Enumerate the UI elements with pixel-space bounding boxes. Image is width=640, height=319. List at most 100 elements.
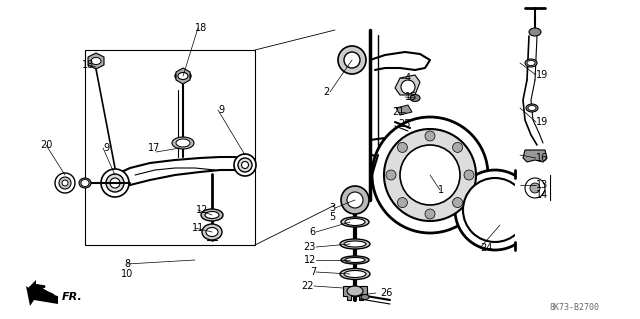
Text: 10: 10	[121, 269, 133, 279]
Ellipse shape	[176, 139, 190, 147]
Circle shape	[400, 145, 460, 205]
Circle shape	[384, 129, 476, 221]
Polygon shape	[523, 150, 547, 162]
Polygon shape	[36, 286, 54, 302]
Circle shape	[464, 170, 474, 180]
Ellipse shape	[345, 257, 365, 263]
Ellipse shape	[345, 219, 365, 226]
Polygon shape	[26, 286, 58, 306]
FancyArrowPatch shape	[36, 286, 52, 296]
Ellipse shape	[110, 178, 120, 188]
Ellipse shape	[241, 161, 248, 168]
Text: 15: 15	[405, 92, 417, 102]
Circle shape	[452, 142, 463, 152]
Circle shape	[452, 197, 463, 208]
Text: 25: 25	[398, 119, 410, 129]
Circle shape	[530, 183, 540, 193]
Ellipse shape	[91, 57, 101, 64]
Circle shape	[401, 80, 415, 94]
Circle shape	[425, 131, 435, 141]
Text: 17: 17	[148, 143, 161, 153]
Ellipse shape	[55, 173, 75, 193]
Circle shape	[455, 170, 535, 250]
Ellipse shape	[341, 256, 369, 264]
Ellipse shape	[175, 71, 191, 81]
Circle shape	[525, 178, 545, 198]
Ellipse shape	[178, 72, 188, 79]
Text: 13: 13	[536, 180, 548, 190]
Circle shape	[338, 46, 366, 74]
Ellipse shape	[172, 137, 194, 149]
Polygon shape	[395, 75, 420, 95]
Polygon shape	[28, 280, 36, 296]
Circle shape	[347, 192, 363, 208]
Text: 16: 16	[536, 153, 548, 163]
Polygon shape	[515, 165, 550, 255]
Text: 7: 7	[310, 267, 316, 277]
Circle shape	[425, 209, 435, 219]
Text: 23: 23	[303, 242, 316, 252]
Polygon shape	[85, 50, 255, 245]
Ellipse shape	[340, 239, 370, 249]
Text: 9: 9	[218, 105, 224, 115]
Text: 18: 18	[82, 60, 94, 70]
Ellipse shape	[529, 28, 541, 36]
Text: 20: 20	[40, 140, 52, 150]
Ellipse shape	[344, 271, 366, 278]
Text: 19: 19	[536, 117, 548, 127]
Ellipse shape	[201, 209, 223, 221]
Polygon shape	[520, 175, 550, 200]
Text: 8: 8	[124, 259, 130, 269]
Ellipse shape	[202, 224, 222, 240]
Text: 9: 9	[103, 143, 109, 153]
Text: 14: 14	[536, 190, 548, 200]
Text: 18: 18	[195, 23, 207, 33]
Ellipse shape	[206, 227, 218, 236]
Polygon shape	[343, 286, 367, 300]
Text: 11: 11	[192, 223, 204, 233]
Text: 6: 6	[310, 227, 316, 237]
Ellipse shape	[528, 106, 536, 110]
Text: 26: 26	[380, 288, 392, 298]
Text: 12: 12	[196, 205, 209, 215]
Ellipse shape	[410, 94, 420, 101]
Text: 19: 19	[536, 70, 548, 80]
Ellipse shape	[340, 269, 370, 279]
Ellipse shape	[101, 169, 129, 197]
Ellipse shape	[344, 241, 366, 247]
Circle shape	[372, 117, 488, 233]
Circle shape	[341, 186, 369, 214]
Text: 22: 22	[301, 281, 314, 291]
Ellipse shape	[341, 217, 369, 227]
Text: 2: 2	[324, 87, 330, 97]
Polygon shape	[88, 53, 104, 69]
Polygon shape	[176, 68, 190, 84]
Text: 21: 21	[392, 107, 404, 117]
Text: 12: 12	[303, 255, 316, 265]
Ellipse shape	[525, 59, 537, 67]
Text: 8K73-B2700: 8K73-B2700	[550, 303, 600, 313]
Ellipse shape	[79, 178, 91, 188]
Circle shape	[463, 178, 527, 242]
Ellipse shape	[81, 180, 89, 187]
Ellipse shape	[234, 154, 256, 176]
Text: 3: 3	[329, 203, 335, 213]
Ellipse shape	[238, 158, 252, 172]
Circle shape	[344, 52, 360, 68]
Ellipse shape	[62, 180, 68, 186]
Text: 5: 5	[329, 212, 335, 222]
Circle shape	[397, 142, 408, 152]
Text: FR.: FR.	[62, 292, 83, 302]
Text: 1: 1	[438, 185, 444, 195]
Ellipse shape	[106, 174, 124, 192]
Ellipse shape	[205, 211, 219, 219]
Polygon shape	[396, 105, 412, 115]
Circle shape	[386, 170, 396, 180]
Ellipse shape	[527, 61, 535, 65]
Text: 24: 24	[480, 243, 492, 253]
Text: 4: 4	[405, 73, 411, 83]
Ellipse shape	[526, 104, 538, 112]
Ellipse shape	[347, 286, 363, 296]
Ellipse shape	[361, 294, 369, 300]
Circle shape	[397, 197, 408, 208]
